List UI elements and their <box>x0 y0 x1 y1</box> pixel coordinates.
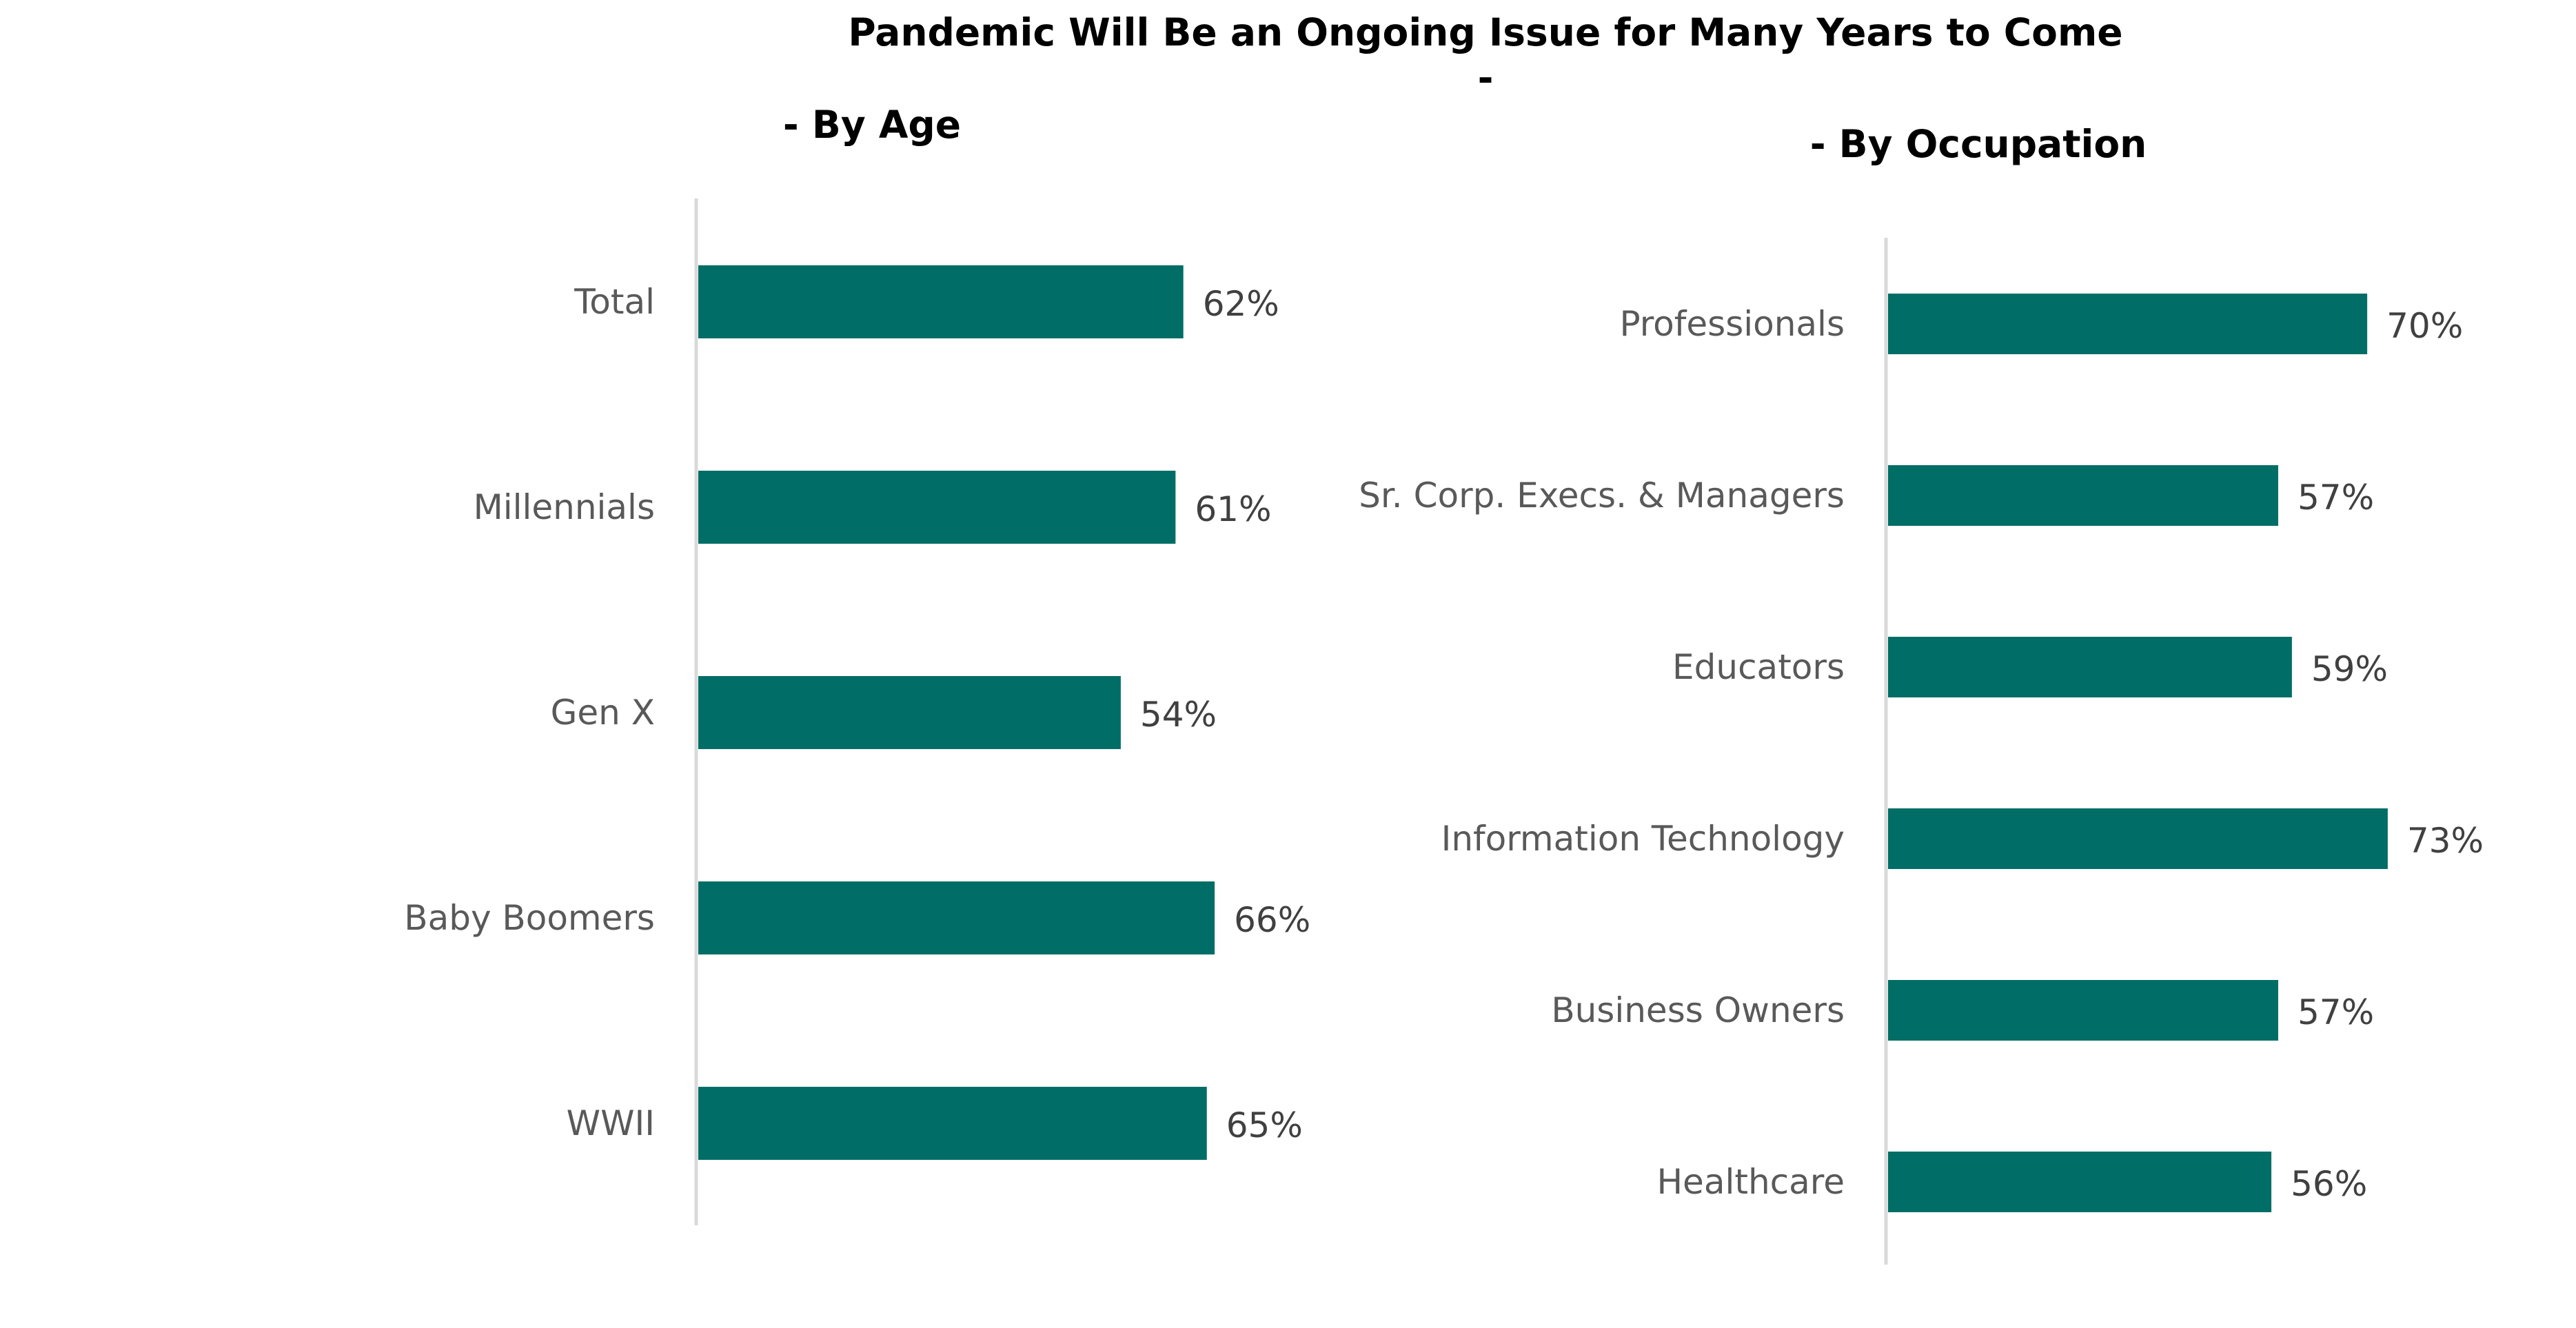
bar <box>698 265 1184 338</box>
data-label: 66% <box>1234 900 1310 940</box>
bar <box>1888 465 2279 526</box>
bar <box>698 471 1176 544</box>
data-label: 62% <box>1203 284 1279 324</box>
bar <box>698 676 1121 749</box>
category-label: Gen X <box>551 693 655 733</box>
data-label: 65% <box>1226 1105 1303 1145</box>
bar <box>1888 1152 2272 1212</box>
category-label: Sr. Corp. Execs. & Managers <box>1359 476 1845 515</box>
category-label: Information Technology <box>1441 819 1845 859</box>
bar <box>1888 637 2292 697</box>
bar <box>1888 980 2279 1041</box>
data-label: 57% <box>2298 478 2374 518</box>
bar <box>1888 294 2368 354</box>
category-label: Professionals <box>1619 304 1845 344</box>
data-label: 70% <box>2386 306 2463 346</box>
category-label: Healthcare <box>1656 1162 1845 1202</box>
data-label: 57% <box>2298 992 2374 1032</box>
category-label: Business Owners <box>1551 990 1845 1030</box>
chart-title: Pandemic Will Be an Ongoing Issue for Ma… <box>848 10 2122 54</box>
bar <box>1888 808 2388 869</box>
category-label: Educators <box>1672 647 1845 687</box>
subtitle-by-age: - By Age <box>783 103 961 147</box>
data-label: 59% <box>2311 649 2388 689</box>
data-label: 56% <box>2291 1164 2367 1204</box>
panel-by-age: Total 62% Millennials 61% Gen X 54% Baby Boome… <box>404 198 1310 1225</box>
chart-title-separator: - <box>1478 56 1494 100</box>
data-label: 61% <box>1195 489 1271 529</box>
category-label: WWII <box>567 1103 655 1143</box>
category-label: Total <box>574 282 655 322</box>
category-label: Millennials <box>474 487 655 527</box>
data-label: 73% <box>2407 821 2484 861</box>
bar <box>698 881 1215 954</box>
panel-by-occupation: Professionals 70% Sr. Corp. Execs. & Manag… <box>1359 238 2484 1265</box>
category-label: Baby Boomers <box>404 898 655 938</box>
bar <box>698 1087 1207 1160</box>
data-label: 54% <box>1140 695 1217 735</box>
subtitle-by-occupation: - By Occupation <box>1810 122 2147 166</box>
